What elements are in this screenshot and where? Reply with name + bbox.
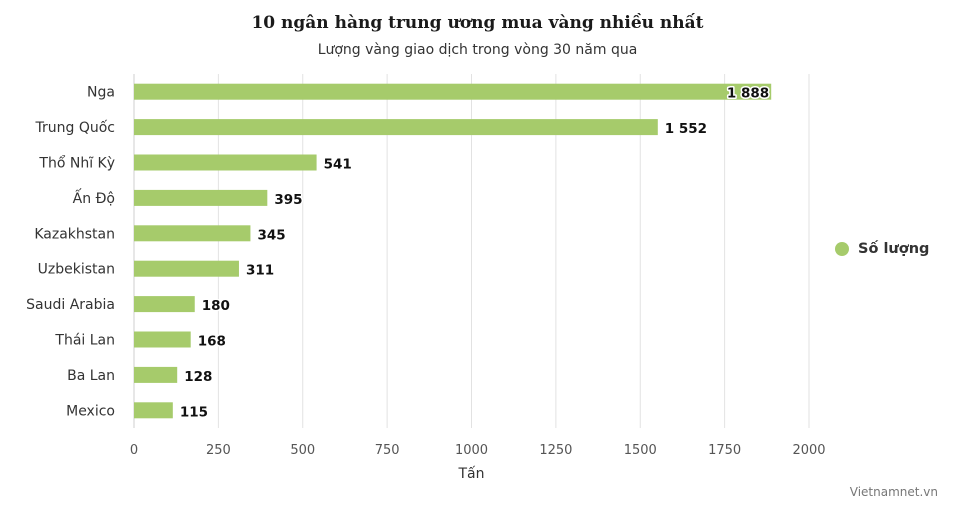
bar	[134, 154, 317, 171]
category-label: Trung Quốc	[35, 119, 116, 136]
bar	[134, 119, 658, 136]
category-label: Kazakhstan	[34, 226, 115, 242]
data-label: 395	[274, 192, 302, 208]
x-tick-label: 1500	[624, 443, 657, 458]
category-label: Ba Lan	[67, 368, 115, 384]
legend[interactable]: Số lượng	[835, 241, 929, 257]
legend-label: Số lượng	[858, 241, 930, 257]
data-label: 1 888	[727, 86, 769, 102]
category-label: Thổ Nhĩ Kỳ	[38, 155, 115, 172]
x-tick-label: 2000	[792, 443, 825, 458]
x-tick-label: 1750	[708, 443, 741, 458]
data-label: 311	[246, 263, 274, 279]
bar	[134, 366, 178, 383]
data-label: 168	[198, 334, 226, 350]
bar	[134, 260, 239, 277]
x-tick-label: 1000	[455, 443, 488, 458]
bar	[134, 83, 772, 100]
chart-title: 10 ngân hàng trung ương mua vàng nhiều n…	[251, 13, 704, 33]
data-label: 128	[184, 369, 212, 385]
data-label: 345	[257, 227, 285, 243]
source-credit: Vietnamnet.vn	[849, 485, 938, 499]
data-label: 180	[202, 298, 230, 314]
bar	[134, 296, 195, 313]
data-label: 1 552	[665, 121, 707, 137]
x-tick-label: 500	[290, 443, 315, 458]
category-label: Nga	[87, 85, 115, 101]
category-label: Ấn Độ	[73, 188, 115, 207]
category-label: Uzbekistan	[38, 262, 115, 278]
data-label: 541	[324, 157, 352, 173]
x-tick-label: 750	[375, 443, 400, 458]
bar	[134, 331, 191, 348]
legend-marker	[835, 242, 849, 256]
bar	[134, 189, 268, 206]
bar	[134, 225, 251, 242]
bar	[134, 402, 173, 419]
category-label: Saudi Arabia	[26, 297, 115, 313]
x-axis-title: Tấn	[457, 466, 484, 482]
chart-subtitle: Lượng vàng giao dịch trong vòng 30 năm q…	[317, 42, 638, 58]
x-tick-label: 1250	[539, 443, 572, 458]
x-tick-label: 0	[130, 443, 138, 458]
category-label: Thái Lan	[54, 333, 115, 349]
category-label: Mexico	[66, 403, 115, 419]
x-tick-label: 250	[206, 443, 231, 458]
data-label: 115	[180, 404, 208, 420]
